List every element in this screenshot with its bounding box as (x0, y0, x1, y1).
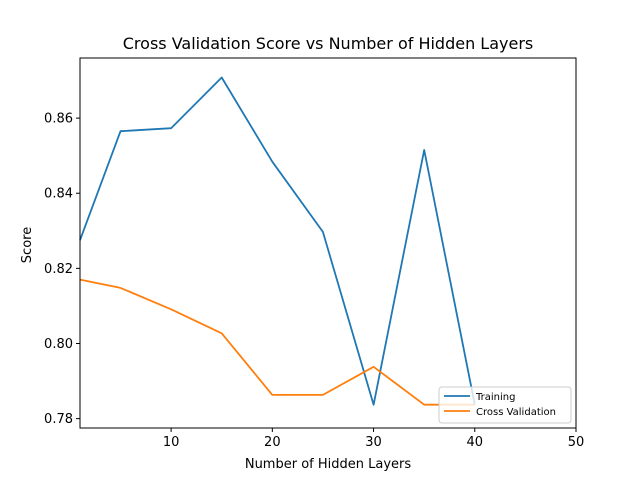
x-axis-label: Number of Hidden Layers (245, 457, 412, 472)
x-tick-label: 20 (264, 435, 281, 450)
y-tick-label: 0.84 (44, 187, 73, 202)
x-tick-label: 40 (467, 435, 484, 450)
legend-label-cross-validation: Cross Validation (476, 407, 556, 418)
y-tick-label: 0.80 (44, 337, 73, 352)
y-tick-label: 0.86 (44, 112, 73, 127)
y-tick-label: 0.82 (44, 262, 73, 277)
axis-ticks: 10 20 30 40 50 0.78 0.80 0.82 0.84 0.86 (44, 112, 584, 450)
series-line-cross-validation (79, 278, 475, 406)
y-tick-label: 0.78 (44, 412, 73, 427)
x-tick-label: 30 (365, 435, 382, 450)
x-tick-label: 10 (163, 435, 180, 450)
legend: Training Cross Validation (438, 386, 572, 424)
chart-title: Cross Validation Score vs Number of Hidd… (123, 34, 534, 53)
x-tick-label: 50 (568, 435, 585, 450)
legend-label-training: Training (475, 392, 515, 403)
legend-box (438, 386, 572, 424)
plot-frame (79, 57, 577, 429)
series-line-training (79, 76, 476, 406)
plot-lines (79, 76, 476, 406)
y-axis-label: Score (20, 227, 35, 263)
